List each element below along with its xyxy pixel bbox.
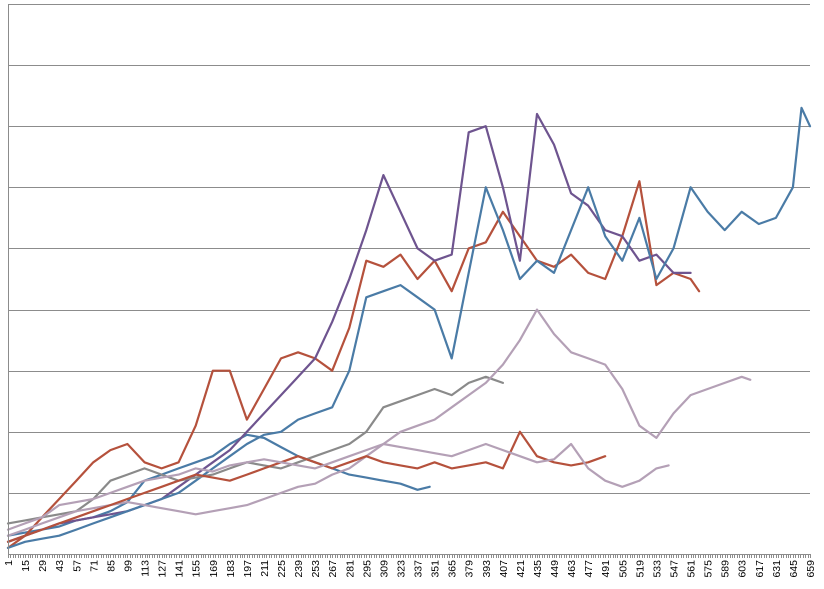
x-tick-label-645: 645 bbox=[788, 560, 800, 578]
x-tick-label-393: 393 bbox=[481, 560, 493, 578]
x-tick-label-337: 337 bbox=[413, 560, 425, 578]
series-line-5 bbox=[6, 375, 504, 525]
x-tick-label-15: 15 bbox=[20, 560, 32, 572]
series-line-8 bbox=[6, 442, 670, 531]
x-tick-label-631: 631 bbox=[771, 560, 783, 578]
x-tick-label-267: 267 bbox=[327, 560, 339, 578]
x-tick-label-435: 435 bbox=[532, 560, 544, 578]
x-tick-label-155: 155 bbox=[191, 560, 203, 578]
series-line-2 bbox=[6, 180, 701, 549]
x-tick-label-589: 589 bbox=[720, 560, 732, 578]
x-tick-label-407: 407 bbox=[498, 560, 510, 578]
x-tick-label-309: 309 bbox=[378, 560, 390, 578]
x-tick-label-659: 659 bbox=[805, 560, 817, 578]
x-tick-label-71: 71 bbox=[88, 560, 100, 572]
x-tick-label-561: 561 bbox=[686, 560, 698, 578]
x-tick-label-169: 169 bbox=[208, 560, 220, 578]
x-tick-label-617: 617 bbox=[754, 560, 766, 578]
x-tick-label-295: 295 bbox=[361, 560, 373, 578]
x-tick-label-547: 547 bbox=[669, 560, 681, 578]
x-tick-label-183: 183 bbox=[225, 560, 237, 578]
series-line-4 bbox=[6, 106, 812, 549]
x-tick-label-463: 463 bbox=[566, 560, 578, 578]
x-tick-label-43: 43 bbox=[54, 560, 66, 572]
x-tick-label-505: 505 bbox=[617, 560, 629, 578]
x-tick-label-379: 379 bbox=[464, 560, 476, 578]
x-tick-label-575: 575 bbox=[703, 560, 715, 578]
x-tick-label-1: 1 bbox=[3, 560, 15, 566]
x-tick-label-197: 197 bbox=[242, 560, 254, 578]
x-tick-label-253: 253 bbox=[310, 560, 322, 578]
x-tick-label-351: 351 bbox=[430, 560, 442, 578]
x-tick-labels: 1 15 29 43 57 71 85 99 113 127 141 155 169 183 197 211 2… bbox=[3, 560, 817, 578]
x-tick-label-225: 225 bbox=[276, 560, 288, 578]
x-tick-label-421: 421 bbox=[515, 560, 527, 578]
axes bbox=[8, 4, 811, 558]
x-tick-label-85: 85 bbox=[105, 560, 117, 572]
x-tick-label-477: 477 bbox=[583, 560, 595, 578]
x-tick-label-29: 29 bbox=[37, 560, 49, 572]
x-tick-label-57: 57 bbox=[71, 560, 83, 572]
x-tick-label-449: 449 bbox=[549, 560, 561, 578]
x-tick-label-603: 603 bbox=[737, 560, 749, 578]
x-tick-label-127: 127 bbox=[157, 560, 169, 578]
x-tick-label-519: 519 bbox=[634, 560, 646, 578]
x-tick-label-533: 533 bbox=[651, 560, 663, 578]
x-tick-label-281: 281 bbox=[344, 560, 356, 578]
series-line-7 bbox=[6, 430, 607, 543]
x-tick-label-239: 239 bbox=[293, 560, 305, 578]
x-tick-label-113: 113 bbox=[140, 560, 152, 577]
x-tick-label-141: 141 bbox=[174, 560, 186, 578]
x-tick-label-99: 99 bbox=[122, 560, 134, 572]
series-lines bbox=[6, 106, 812, 549]
x-tick-label-323: 323 bbox=[396, 560, 408, 578]
x-tick-label-211: 211 bbox=[259, 560, 271, 577]
x-tick-label-491: 491 bbox=[600, 560, 612, 578]
y-gridlines bbox=[8, 4, 810, 494]
x-tick-label-365: 365 bbox=[447, 560, 459, 578]
